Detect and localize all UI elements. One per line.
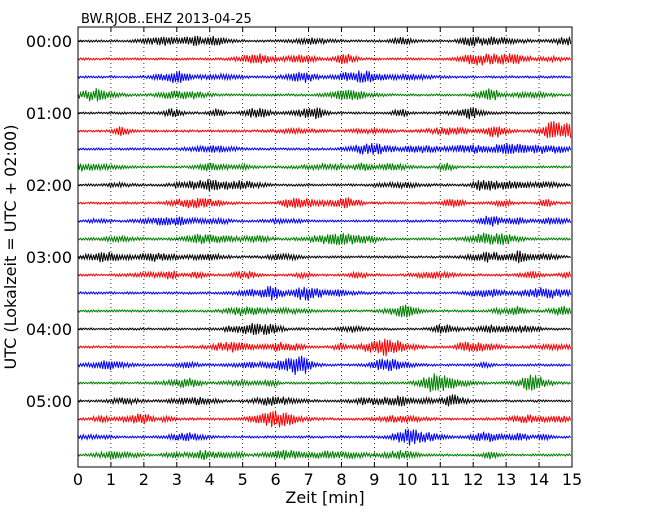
trace-row xyxy=(77,270,572,280)
trace-row xyxy=(77,304,572,318)
x-tick-label: 6 xyxy=(271,470,281,489)
plot-frame xyxy=(77,26,573,468)
y-tick-label: 01:00 xyxy=(26,104,72,123)
x-tick-label: 15 xyxy=(562,470,582,489)
y-axis-label: UTC (Lokalzeit = UTC + 02:00) xyxy=(1,125,20,370)
trace-row xyxy=(77,35,572,47)
trace-row xyxy=(77,88,572,102)
trace-row xyxy=(77,215,572,227)
trace-row xyxy=(77,355,572,375)
trace-row xyxy=(77,373,572,393)
trace-row xyxy=(77,197,572,209)
trace-row xyxy=(77,70,572,84)
x-tick-label: 8 xyxy=(336,470,346,489)
trace-row xyxy=(77,179,572,191)
x-tick-label: 4 xyxy=(205,470,215,489)
trace-row xyxy=(77,162,572,172)
x-tick-label: 14 xyxy=(529,470,549,489)
y-tick-label: 00:00 xyxy=(26,32,72,51)
trace-row xyxy=(77,410,572,428)
trace-row xyxy=(77,120,572,139)
x-tick-label: 3 xyxy=(172,470,182,489)
y-tick-label: 05:00 xyxy=(26,392,72,411)
x-tick-label: 5 xyxy=(238,470,248,489)
x-tick-label: 10 xyxy=(397,470,417,489)
x-tick-label: 0 xyxy=(73,470,83,489)
y-tick-label: 04:00 xyxy=(26,320,72,339)
x-tick-label: 9 xyxy=(369,470,379,489)
gridlines xyxy=(110,27,540,467)
trace-row xyxy=(77,338,572,357)
trace-row xyxy=(77,232,572,246)
trace-row xyxy=(77,449,572,461)
trace-row xyxy=(77,394,572,407)
y-axis: 00:00 01:00 02:00 03:00 04:00 05:00 xyxy=(26,32,83,411)
x-tick-label: 1 xyxy=(106,470,116,489)
x-tick-label: 2 xyxy=(139,470,149,489)
chart-title: BW.RJOB..EHZ 2013-04-25 xyxy=(81,12,252,27)
trace-row xyxy=(77,286,572,301)
trace-row xyxy=(77,53,572,66)
trace-row xyxy=(77,322,572,335)
traces xyxy=(77,35,572,461)
trace-row xyxy=(77,107,572,120)
x-tick-label: 13 xyxy=(496,470,516,489)
trace-row xyxy=(77,429,572,446)
x-tick-label: 11 xyxy=(430,470,450,489)
trace-row xyxy=(77,250,572,264)
y-tick-label: 03:00 xyxy=(26,248,72,267)
x-tick-label: 12 xyxy=(463,470,483,489)
trace-row xyxy=(77,142,572,155)
x-axis: 0 1 2 3 4 5 6 7 8 9 10 11 12 13 14 15 xyxy=(73,27,582,489)
x-axis-label: Zeit [min] xyxy=(285,488,364,507)
y-tick-label: 02:00 xyxy=(26,176,72,195)
x-tick-label: 7 xyxy=(303,470,313,489)
